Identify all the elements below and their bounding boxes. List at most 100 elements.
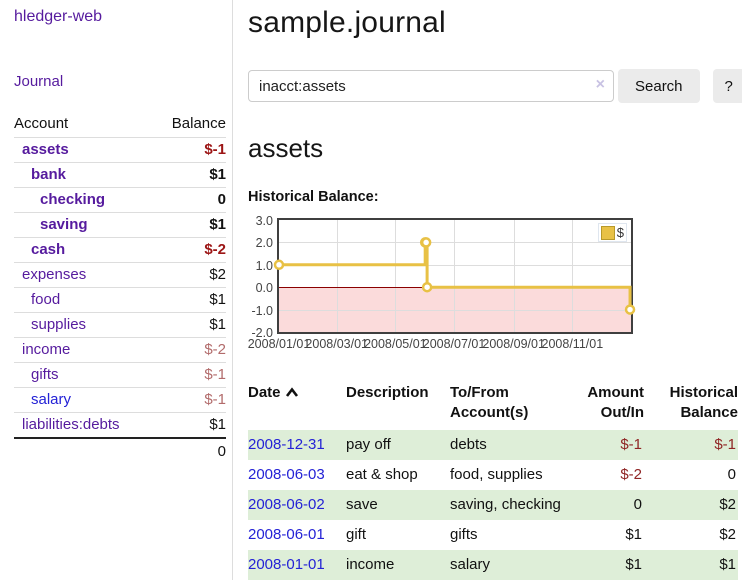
transaction-date-link[interactable]: 2008-12-31 [248,436,325,453]
account-balance: 0 [154,187,226,213]
account-link-liabilities:debts[interactable]: liabilities:debts [22,416,120,433]
register-amount: $-1 [620,436,642,453]
register-amount: 0 [633,496,642,513]
x-axis-tick-label: 2008/01/01 [247,337,311,351]
register-balance: 0 [727,466,736,483]
account-name-cell: gifts [14,362,155,388]
register-col-description: Description [346,384,429,401]
register-date-cell: 2008-06-01 [248,520,346,550]
accounts-col-account: Account [14,113,155,138]
register-balance: $2 [719,526,736,543]
main-content: sample.journal × Search ? assets Histori… [233,0,742,580]
accounts-total-value: 0 [154,437,226,464]
account-link-supplies[interactable]: supplies [31,316,87,333]
account-row: supplies $1 [14,312,226,338]
register-col-date[interactable]: Date [248,381,346,430]
search-input[interactable] [248,70,614,102]
account-row: bank $1 [14,162,226,188]
register-balance: $-1 [714,436,736,453]
chart-title: Historical Balance: [248,189,379,205]
gridline-vertical [454,220,456,332]
x-axis-tick-label: 2008/11/01 [541,337,604,351]
gridline-vertical [513,220,515,332]
data-point [624,304,636,315]
transaction-date-link[interactable]: 2008-01-01 [248,556,325,573]
register-accounts: salary [450,556,491,573]
gridline-vertical [336,220,338,332]
register-description: income [346,556,395,573]
register-col-accounts: To/From Account(s) [450,384,529,421]
y-axis-tick-label: 1.0 [255,258,273,273]
register-col-amount: Amount Out/In [587,384,644,421]
register-accounts: debts [450,436,487,453]
register-row: 2008-01-01 income salary $1 $1 [248,550,738,580]
register-col-balance: Historical Balance [669,384,738,421]
register-date-cell: 2008-06-03 [248,460,346,490]
gridline-vertical [395,220,397,332]
account-name-cell: salary [14,387,155,413]
register-balance: $1 [719,556,736,573]
account-link-expenses[interactable]: expenses [22,266,87,283]
y-axis-tick-label: 0.0 [255,281,273,296]
account-name-cell: saving [14,212,155,238]
register-row: 2008-12-31 pay off debts $-1 $-1 [248,430,738,460]
account-link-food[interactable]: food [31,291,61,308]
help-button[interactable]: ? [712,69,742,103]
account-link-salary[interactable]: salary [31,391,72,408]
account-heading: assets [248,133,324,163]
transaction-date-link[interactable]: 2008-06-03 [248,466,325,483]
register-amount: $1 [625,556,642,573]
search-button[interactable]: Search [618,69,700,103]
data-point [421,281,433,293]
sort-asc-icon [285,384,299,404]
account-row: liabilities:debts $1 [14,412,226,439]
account-name-cell: supplies [14,312,155,338]
account-name-cell: income [14,337,155,363]
account-balance: $-1 [154,362,226,388]
account-name-cell: food [14,287,155,313]
account-row: income $-2 [14,337,226,363]
register-description: pay off [346,436,391,453]
account-link-gifts[interactable]: gifts [31,366,59,383]
legend-swatch-icon [600,225,615,240]
account-row: cash $-2 [14,237,226,263]
account-balance: $-2 [154,337,226,363]
account-row: expenses $2 [14,262,226,288]
register-description: gift [346,526,367,543]
x-axis-tick-label: 2008/07/01 [422,337,486,351]
app-title-link[interactable]: hledger-web [14,8,103,25]
sidebar-nav: Journal [14,73,232,90]
account-row: saving $1 [14,212,226,238]
account-link-checking[interactable]: checking [40,191,106,208]
sidebar: hledger-web Journal Account Balance asse… [0,0,233,580]
account-row: assets $-1 [14,137,226,163]
register-row: 2008-06-01 gift gifts $1 $2 [248,520,738,550]
register-accounts: food, supplies [450,466,543,483]
search-box: × [248,70,614,102]
register-amount: $-2 [620,466,642,483]
gridline-vertical [572,220,574,332]
clear-search-icon[interactable]: × [595,76,605,93]
gridline-horizontal [279,242,631,244]
register-accounts: saving, checking [450,496,561,513]
account-name-cell: checking [14,187,155,213]
account-link-cash[interactable]: cash [31,241,66,258]
account-balance: $1 [154,162,226,188]
account-balance: $1 [154,312,226,338]
account-link-saving[interactable]: saving [40,216,88,233]
register-table: Date Description To/From Account(s) Amou… [248,381,738,580]
register-date-cell: 2008-12-31 [248,430,346,460]
transaction-date-link[interactable]: 2008-06-02 [248,496,325,513]
account-name-cell: assets [14,137,155,163]
account-balance: $-1 [154,137,226,163]
sidebar-item-journal[interactable]: Journal [14,73,64,90]
gridline-horizontal [279,264,631,266]
transaction-date-link[interactable]: 2008-06-01 [248,526,325,543]
register-description: eat & shop [346,466,418,483]
account-link-bank[interactable]: bank [31,166,67,183]
account-link-assets[interactable]: assets [22,141,69,158]
search-form: × Search ? [248,69,742,103]
accounts-col-balance: Balance [154,113,226,138]
account-link-income[interactable]: income [22,341,71,358]
